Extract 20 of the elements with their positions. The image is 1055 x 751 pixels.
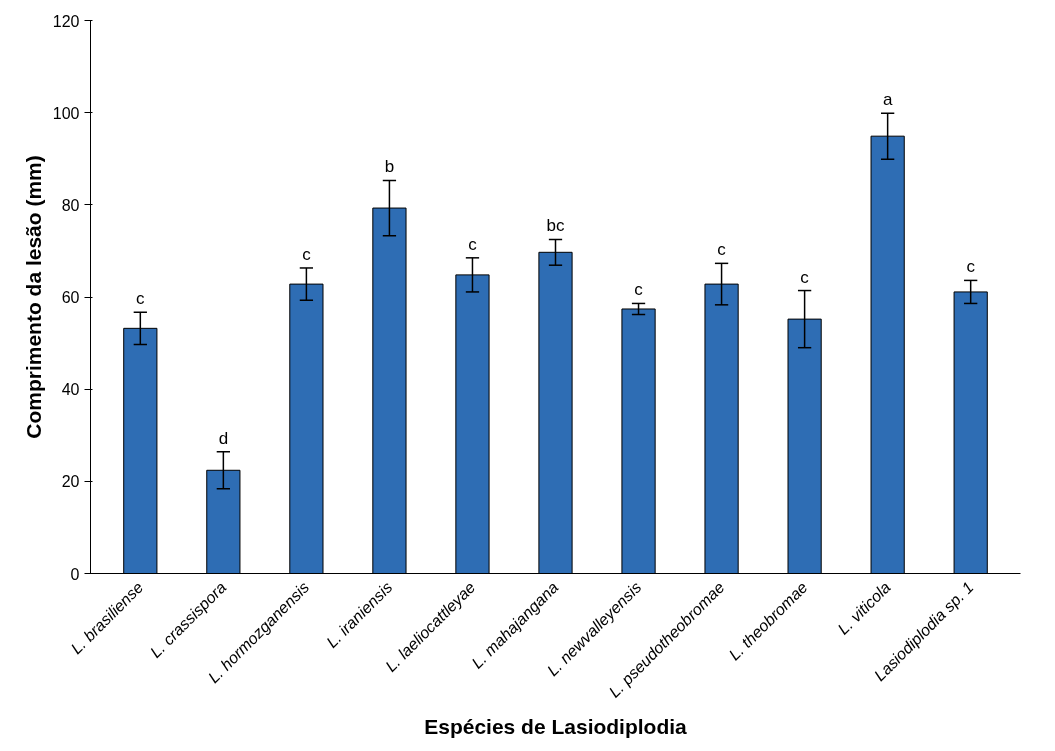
annotation: b: [384, 157, 395, 177]
annotation: c: [634, 280, 644, 300]
y-tick-label: 60: [61, 289, 80, 306]
annotation: bc: [546, 216, 565, 236]
annotation: c: [800, 267, 810, 287]
y-tick-label: 120: [52, 12, 80, 30]
x-axis-title: Espécies de Lasiodiplodia: [424, 714, 688, 738]
y-tick-label: 20: [61, 473, 80, 491]
annotation: a: [882, 90, 893, 110]
annotation: c: [136, 289, 146, 309]
annotation: c: [468, 234, 478, 254]
y-tick-label: 80: [61, 196, 80, 214]
annotation: c: [966, 257, 976, 277]
y-tick-label: 0: [70, 565, 80, 583]
y-tick-label: 100: [52, 104, 80, 122]
annotation: d: [218, 428, 229, 448]
annotation: c: [302, 244, 312, 264]
y-axis-title: Comprimento da lesão (mm): [21, 155, 45, 439]
annotation: c: [717, 240, 727, 260]
y-tick-label: 40: [61, 381, 80, 399]
